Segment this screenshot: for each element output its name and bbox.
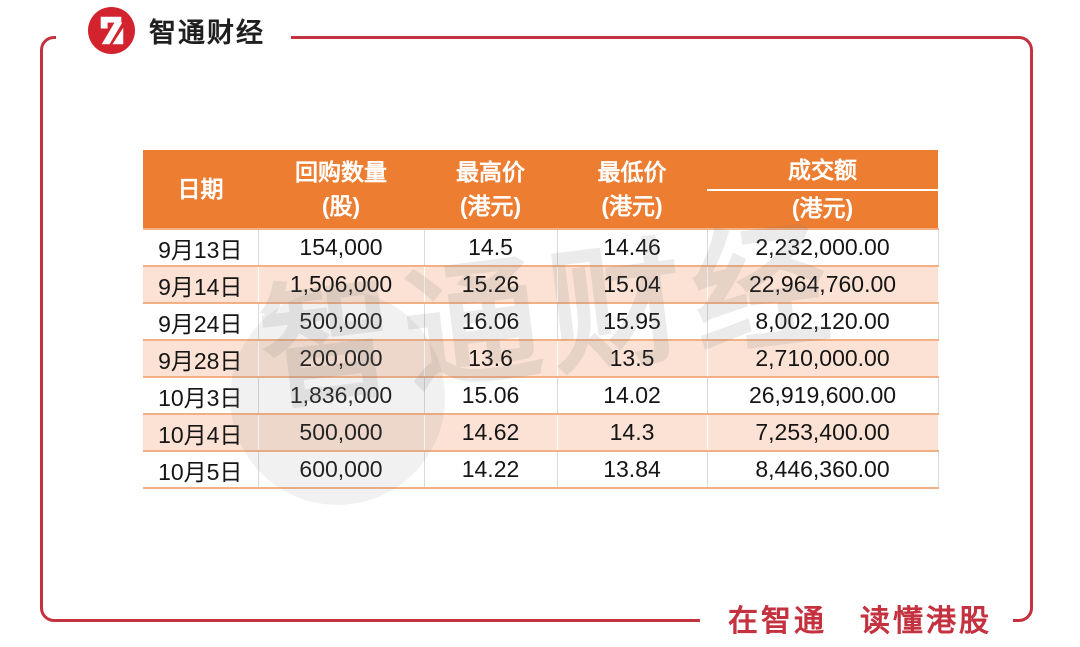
cell-high: 16.06 bbox=[423, 302, 557, 340]
col-sublabel: (港元) bbox=[459, 193, 522, 219]
cell-qty: 1,836,000 bbox=[257, 376, 424, 414]
data-table: 日期 回购数量 (股) 最高价 (港元) 最低价 (港元) 成交额 (港元) bbox=[143, 150, 939, 489]
cell-high: 13.6 bbox=[423, 339, 557, 377]
cell-date: 10月4日 bbox=[143, 413, 258, 451]
col-header-high-price: 最高价 (港元) bbox=[424, 150, 557, 229]
cell-high: 15.26 bbox=[423, 265, 557, 303]
col-header-low-price: 最低价 (港元) bbox=[557, 150, 707, 229]
table-row: 9月24日 500,000 16.06 15.95 8,002,120.00 bbox=[143, 302, 939, 340]
brand-logo: 智通财经 bbox=[88, 7, 265, 54]
cell-date: 9月14日 bbox=[143, 265, 258, 303]
cell-low: 14.02 bbox=[556, 376, 707, 414]
cell-date: 9月24日 bbox=[143, 302, 258, 340]
col-label: 成交额 bbox=[707, 153, 938, 191]
table-body: 9月13日 154,000 14.5 14.46 2,232,000.00 9月… bbox=[143, 228, 939, 489]
table-row: 10月4日 500,000 14.62 14.3 7,253,400.00 bbox=[143, 413, 939, 451]
col-sublabel: (港元) bbox=[601, 193, 663, 219]
col-header-turnover: 成交额 (港元) bbox=[707, 150, 938, 229]
col-sublabel: (股) bbox=[321, 193, 361, 219]
cell-turnover: 2,710,000.00 bbox=[706, 339, 939, 377]
cell-high: 15.06 bbox=[423, 376, 557, 414]
table-row: 10月3日 1,836,000 15.06 14.02 26,919,600.0… bbox=[143, 376, 939, 414]
cell-qty: 154,000 bbox=[257, 228, 424, 266]
table-row: 9月13日 154,000 14.5 14.46 2,232,000.00 bbox=[143, 228, 939, 266]
table-header: 日期 回购数量 (股) 最高价 (港元) 最低价 (港元) 成交额 (港元) bbox=[143, 150, 938, 229]
cell-turnover: 8,446,360.00 bbox=[706, 450, 939, 489]
cell-high: 14.22 bbox=[423, 450, 557, 489]
cell-qty: 500,000 bbox=[257, 302, 424, 340]
cell-qty: 200,000 bbox=[257, 339, 424, 377]
zhitong-logo-icon bbox=[88, 7, 135, 54]
col-label: 最高价 bbox=[456, 158, 525, 185]
cell-qty: 600,000 bbox=[257, 450, 424, 489]
cell-low: 15.04 bbox=[556, 265, 707, 303]
brand-title: 智通财经 bbox=[149, 18, 265, 48]
cell-low: 14.3 bbox=[556, 413, 707, 451]
table-row: 9月14日 1,506,000 15.26 15.04 22,964,760.0… bbox=[143, 265, 939, 303]
col-label: 日期 bbox=[177, 175, 224, 202]
cell-date: 9月13日 bbox=[143, 228, 258, 266]
col-sublabel: (港元) bbox=[791, 194, 854, 221]
col-label: 最低价 bbox=[597, 158, 667, 185]
cell-low: 13.84 bbox=[556, 450, 707, 489]
cell-date: 10月5日 bbox=[143, 450, 258, 489]
cell-high: 14.5 bbox=[423, 228, 557, 266]
cell-low: 13.5 bbox=[556, 339, 707, 377]
cell-qty: 500,000 bbox=[257, 413, 424, 451]
header-row: 日期 回购数量 (股) 最高价 (港元) 最低价 (港元) 成交额 (港元) bbox=[143, 150, 938, 229]
cell-turnover: 2,232,000.00 bbox=[706, 228, 939, 266]
cell-turnover: 26,919,600.00 bbox=[706, 376, 939, 414]
table-row: 10月5日 600,000 14.22 13.84 8,446,360.00 bbox=[143, 450, 939, 489]
brand-slogan: 在智通 读懂港股 bbox=[728, 605, 992, 638]
decorative-frame bbox=[40, 36, 1033, 622]
frame-gap-bottom bbox=[700, 612, 1013, 628]
buyback-table: 日期 回购数量 (股) 最高价 (港元) 最低价 (港元) 成交额 (港元) bbox=[143, 150, 939, 489]
table-row: 9月28日 200,000 13.6 13.5 2,710,000.00 bbox=[143, 339, 939, 377]
cell-turnover: 7,253,400.00 bbox=[706, 413, 939, 451]
cell-low: 15.95 bbox=[556, 302, 707, 340]
cell-high: 14.62 bbox=[423, 413, 557, 451]
cell-qty: 1,506,000 bbox=[257, 265, 424, 303]
col-header-date: 日期 bbox=[143, 150, 258, 229]
col-header-buyback-qty: 回购数量 (股) bbox=[258, 150, 424, 229]
cell-low: 14.46 bbox=[556, 228, 707, 266]
cell-date: 10月3日 bbox=[143, 376, 258, 414]
col-label: 回购数量 bbox=[295, 158, 387, 185]
cell-turnover: 22,964,760.00 bbox=[706, 265, 939, 303]
cell-turnover: 8,002,120.00 bbox=[706, 302, 939, 340]
cell-date: 9月28日 bbox=[143, 339, 258, 377]
